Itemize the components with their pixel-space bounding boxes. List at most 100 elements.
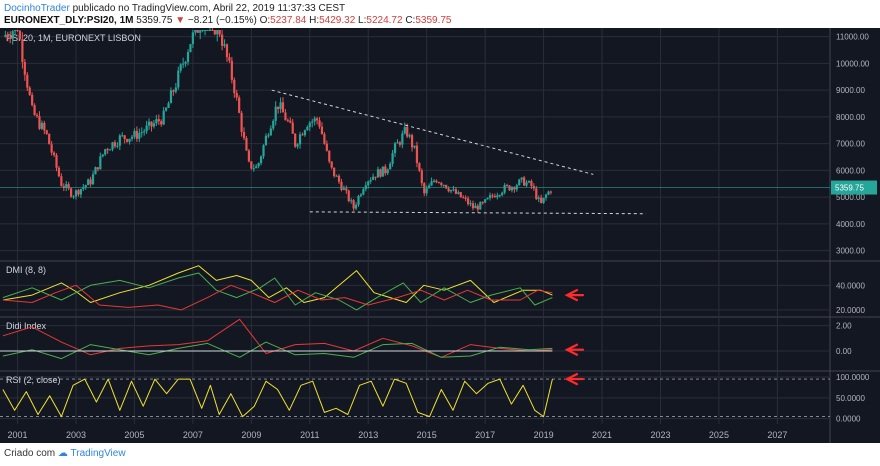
symbol-label[interactable]: EURONEXT_DLY:PSI20, 1M [4,15,134,26]
open-label: O: [259,15,271,26]
last-price-badge [831,180,877,195]
support-line [309,211,646,215]
candle-body [445,184,448,189]
candle-body [130,136,134,139]
candle-body [104,149,107,155]
pane-title: RSI (2, close) [6,375,61,385]
candle-body [418,163,421,171]
candle-body [52,152,56,156]
candle-body [269,128,272,136]
candle-body [96,167,100,170]
high-label: H: [309,15,320,26]
candle-body [274,106,277,121]
candle-body [313,118,316,122]
candle-body [544,194,548,198]
candle-body [196,30,199,33]
tradingview-logo-icon: ☁ [57,448,68,459]
candle-body [89,179,92,185]
candle-body [281,102,285,113]
tradingview-link[interactable]: TradingView [70,448,126,459]
x-tick-label: 2013 [358,430,378,440]
candle-body [391,153,394,164]
candle-body [145,125,148,132]
candle-body [252,168,255,170]
candle-body [33,105,36,115]
candle-body [493,196,496,198]
chart-area[interactable]: 3000.00 4000.00 5000.00 6000.00 7000.00 8000.… [0,20,880,443]
candle-body [471,203,475,209]
publish-info: publicado no TradingView.com, Abril 22, … [72,3,346,14]
candle-body [406,127,409,137]
candle-body [167,103,170,108]
candle-body [345,188,348,191]
x-tick-label: 2007 [183,430,203,440]
y-tick-label: 40.0000 [836,281,865,290]
series-line-red [2,284,553,311]
candle-body [179,64,182,71]
y-tick-label: 4000.00 [836,220,865,229]
open-value: 5237.84 [270,15,307,26]
candle-body [13,30,17,32]
candle-body [496,195,499,198]
y-tick-label: 11000.00 [836,33,869,42]
candle-body [277,106,280,109]
candle-body [94,167,97,175]
candle-body [62,186,65,189]
candle-body [164,107,168,111]
candle-body [503,185,506,193]
grid-layer [0,28,880,443]
candle-body [527,180,531,183]
pane-0: 3000.00 4000.00 5000.00 6000.00 7000.00 8000.… [0,20,877,256]
chart-svg[interactable]: 3000.00 4000.00 5000.00 6000.00 7000.00 8000.… [0,20,880,443]
candle-body [262,145,265,157]
candle-body [520,177,523,180]
candle-body [113,142,117,147]
author-link[interactable]: DocinhoTrader [4,3,70,14]
candle-body [225,44,229,58]
candle-body [160,121,163,125]
candle-body [323,134,326,144]
candle-body [23,61,26,75]
x-axis[interactable]: 2001 2003 2005 2007 2009 2011 2013 2015 2017 2019… [8,430,788,440]
candle-body [70,188,73,197]
candle-body [40,122,43,129]
candle-body [191,32,194,45]
candle-body [284,112,287,121]
candle-body [457,192,460,194]
candle-body [150,121,153,127]
candle-body [138,132,141,139]
candle-body [43,122,46,131]
candle-body [320,126,324,135]
candle-body [140,132,143,134]
candle-body [259,156,263,164]
candle-body [437,182,440,184]
candle-body [474,205,477,209]
series-line-yellow [2,378,553,418]
y-tick-label: 0.00 [836,347,852,356]
candle-body [152,123,156,127]
candle-body [384,166,387,174]
candle-body [303,130,307,136]
candle-body [221,34,224,46]
candle-body [335,175,338,177]
candle-body [79,189,82,195]
candle-body [18,30,22,40]
y-tick-label: 7000.00 [836,140,865,149]
candle-body [111,142,114,150]
pane-title: DMI (8, 8) [6,265,46,275]
candle-body [255,166,258,169]
candle-body [60,176,63,187]
candle-body [87,179,90,186]
pane-title: Didi Index [6,321,47,331]
x-tick-label: 2005 [124,430,144,440]
candle-body [359,194,363,196]
candle-body [333,167,336,177]
candle-body [469,203,472,205]
candle-body [116,145,119,147]
candle-body [72,196,75,198]
candle-body [340,181,343,190]
candle-body [537,197,540,200]
candle-body [230,60,233,80]
high-value: 5429.32 [319,15,356,26]
red-arrow-icon [564,289,585,302]
